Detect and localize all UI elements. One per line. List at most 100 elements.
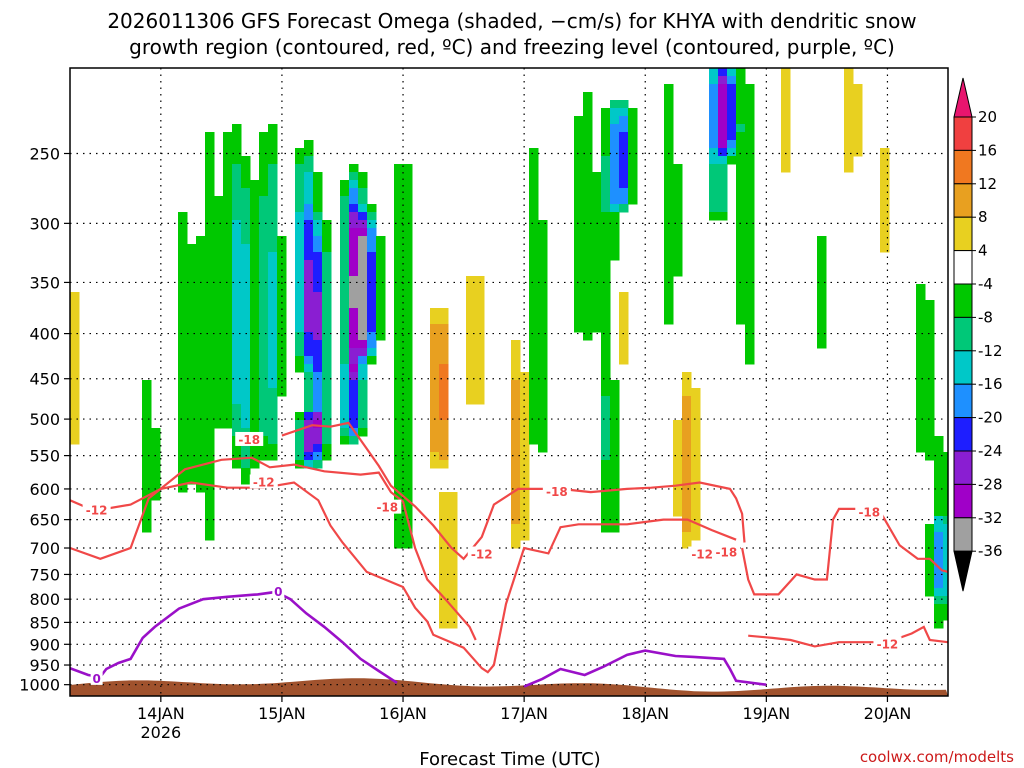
freezing-contour-label: 0 <box>90 670 103 686</box>
omega-cell <box>196 244 206 253</box>
omega-cell <box>916 404 926 413</box>
omega-cell <box>511 412 521 421</box>
omega-cell <box>682 380 692 389</box>
omega-cell <box>151 460 161 469</box>
omega-cell <box>592 172 602 181</box>
omega-cell <box>70 364 80 373</box>
omega-cell <box>844 140 854 149</box>
omega-cell <box>349 412 359 421</box>
omega-cell <box>916 396 926 405</box>
chart-title-line-2: growth region (contoured, red, ºC) and f… <box>129 35 895 59</box>
omega-cell <box>304 420 314 429</box>
omega-cell <box>313 268 323 277</box>
omega-cell <box>205 532 215 541</box>
omega-cell <box>844 92 854 101</box>
omega-cell <box>781 68 791 77</box>
omega-cell <box>673 180 683 189</box>
omega-cell <box>367 260 377 269</box>
omega-cell <box>295 204 305 213</box>
omega-cell <box>187 332 197 341</box>
omega-cell <box>601 212 611 221</box>
colorbar-tick-label: -28 <box>978 475 1003 493</box>
omega-cell <box>601 108 611 117</box>
omega-cell <box>529 188 539 197</box>
omega-cell <box>358 180 368 189</box>
omega-cell <box>313 188 323 197</box>
omega-cell <box>610 388 620 397</box>
omega-cell <box>268 132 278 141</box>
colorbar-bin <box>953 216 973 252</box>
omega-cell <box>439 540 449 549</box>
omega-cell <box>601 148 611 157</box>
omega-cell <box>610 228 620 237</box>
omega-cell <box>511 420 521 429</box>
omega-cell <box>349 284 359 293</box>
omega-cell <box>394 188 404 197</box>
omega-cell <box>394 292 404 301</box>
omega-cell <box>583 204 593 213</box>
omega-cell <box>709 84 719 93</box>
colorbar-tick-label: -4 <box>978 275 993 293</box>
omega-cell <box>439 364 449 373</box>
omega-cell <box>610 380 620 389</box>
omega-cell <box>322 308 332 317</box>
omega-cell <box>205 500 215 509</box>
omega-cell <box>592 292 602 301</box>
omega-cell <box>232 156 242 165</box>
omega-cell <box>619 300 629 309</box>
omega-cell <box>529 284 539 293</box>
omega-cell <box>601 300 611 309</box>
omega-cell <box>322 420 332 429</box>
omega-cell <box>358 380 368 389</box>
omega-cell <box>916 348 926 357</box>
omega-cell <box>934 532 944 541</box>
omega-cell <box>403 436 413 445</box>
omega-cell <box>844 116 854 125</box>
omega-cell <box>367 340 377 349</box>
omega-cell <box>466 372 476 381</box>
omega-cell <box>178 228 188 237</box>
omega-cell <box>205 316 215 325</box>
omega-cell <box>682 500 692 509</box>
omega-cell <box>187 444 197 453</box>
omega-cell <box>322 404 332 413</box>
omega-cell <box>403 372 413 381</box>
omega-cell <box>619 108 629 117</box>
omega-cell <box>268 316 278 325</box>
omega-cell <box>70 300 80 309</box>
x-tick-label: 15JAN <box>258 704 306 723</box>
omega-cell <box>322 396 332 405</box>
omega-cell <box>358 316 368 325</box>
omega-cell <box>304 332 314 341</box>
omega-cell <box>313 172 323 181</box>
omega-cell <box>187 388 197 397</box>
omega-cell <box>223 340 233 349</box>
omega-cell <box>214 412 224 421</box>
omega-cell <box>538 284 548 293</box>
omega-cell <box>529 348 539 357</box>
omega-cell <box>340 396 350 405</box>
omega-cell <box>475 388 485 397</box>
label-background <box>272 583 285 598</box>
omega-cell <box>70 388 80 397</box>
dendritic-contour-label-text: -12 <box>471 548 493 562</box>
label-background <box>249 474 278 489</box>
omega-cell <box>295 308 305 317</box>
omega-cell <box>259 268 269 277</box>
omega-cell <box>925 340 935 349</box>
omega-cell <box>574 116 584 125</box>
omega-cell <box>601 132 611 141</box>
omega-cell <box>214 300 224 309</box>
omega-cell <box>574 300 584 309</box>
omega-cell <box>619 316 629 325</box>
omega-cell <box>313 316 323 325</box>
omega-cell <box>358 356 368 365</box>
omega-cell <box>592 244 602 253</box>
omega-cell <box>70 436 80 445</box>
omega-cell <box>394 316 404 325</box>
omega-cell <box>718 140 728 149</box>
omega-cell <box>844 156 854 165</box>
omega-cell <box>250 420 260 429</box>
omega-cell <box>241 380 251 389</box>
